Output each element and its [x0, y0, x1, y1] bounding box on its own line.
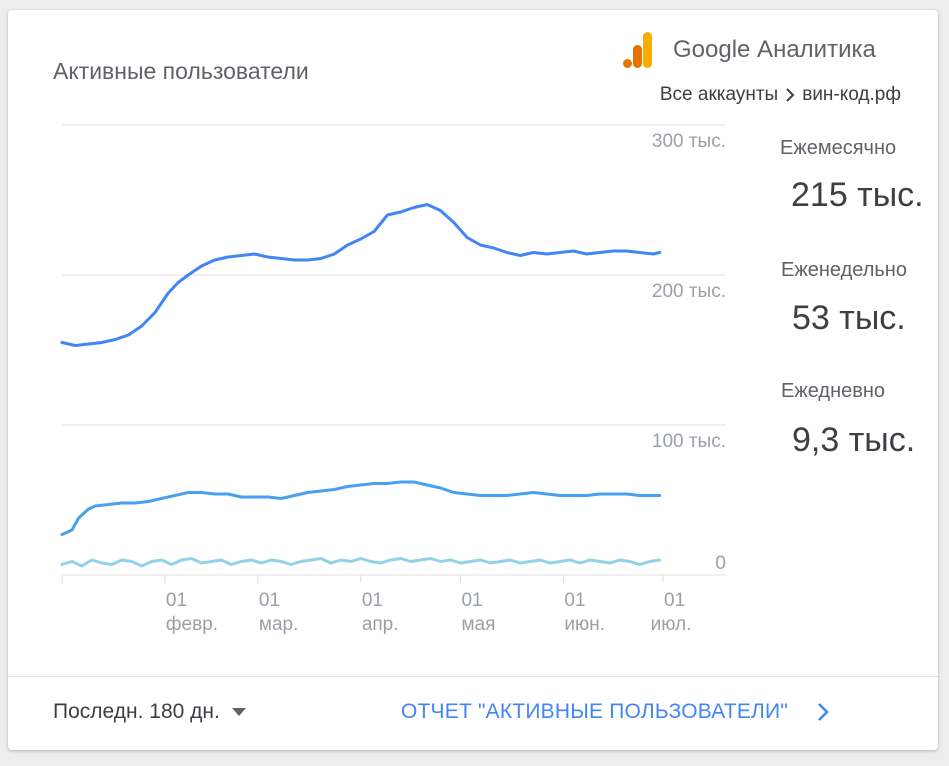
x-tick-label-day: 01: [664, 590, 685, 611]
y-tick-label: 100 тыс.: [652, 431, 726, 452]
y-tick-label: 300 тыс.: [652, 131, 726, 152]
active-users-card: Активные пользователи Google Аналитика В…: [8, 10, 938, 750]
x-tick-label-day: 01: [166, 590, 187, 611]
breadcrumb-site[interactable]: вин-код.рф: [802, 84, 901, 105]
series-line-daily: [60, 557, 662, 568]
breadcrumb-accounts[interactable]: Все аккаунты: [659, 84, 779, 105]
x-tick-label-month: мая: [461, 614, 495, 635]
x-tick-label-month: февр.: [166, 614, 218, 635]
y-tick-label: 0: [715, 553, 726, 574]
report-link-label: ОТЧЕТ "АКТИВНЫЕ ПОЛЬЗОВАТЕЛИ": [401, 700, 788, 723]
chevron-right-icon: [818, 703, 829, 721]
x-tick-label-day: 01: [564, 590, 585, 611]
metric-weekly-value: 53 тыс.: [792, 299, 906, 337]
metric-daily-value: 9,3 тыс.: [792, 421, 916, 459]
series-line-weekly: [60, 480, 662, 536]
metric-monthly-value: 215 тыс.: [791, 176, 924, 214]
active-users-chart: 300 тыс. 200 тыс. 100 тыс. 0 01 февр. 01 мар. 01…: [60, 124, 726, 635]
metric-monthly-label: Ежемесячно: [780, 137, 897, 159]
breadcrumb: Все аккаунты вин-код.рф: [660, 84, 901, 106]
y-tick-label: 200 тыс.: [652, 281, 726, 302]
card-title: Активные пользователи: [53, 58, 309, 84]
x-tick-label-day: 01: [259, 590, 280, 611]
x-tick-label-month: апр.: [362, 614, 399, 635]
active-users-report-link[interactable]: ОТЧЕТ "АКТИВНЫЕ ПОЛЬЗОВАТЕЛИ": [401, 700, 830, 724]
brand-name: Google Аналитика: [673, 36, 876, 63]
footer-divider: [8, 676, 938, 677]
metric-daily-label: Ежедневно: [781, 380, 886, 402]
x-tick-label-month: мар.: [259, 614, 298, 635]
series-line-monthly: [60, 203, 662, 347]
brand: Google Аналитика: [623, 32, 876, 68]
metric-weekly-label: Еженедельно: [781, 259, 907, 281]
caret-down-icon: [231, 708, 246, 716]
analytics-logo-icon: [623, 32, 652, 68]
x-tick-label-month: июл.: [651, 614, 692, 635]
date-range-dropdown[interactable]: Последн. 180 дн.: [53, 700, 246, 724]
x-tick-label-day: 01: [461, 590, 482, 611]
date-range-label: Последн. 180 дн.: [53, 700, 220, 723]
x-tick-label-month: июн.: [564, 614, 605, 635]
x-tick-label-day: 01: [362, 590, 383, 611]
chevron-right-icon: [784, 88, 796, 102]
